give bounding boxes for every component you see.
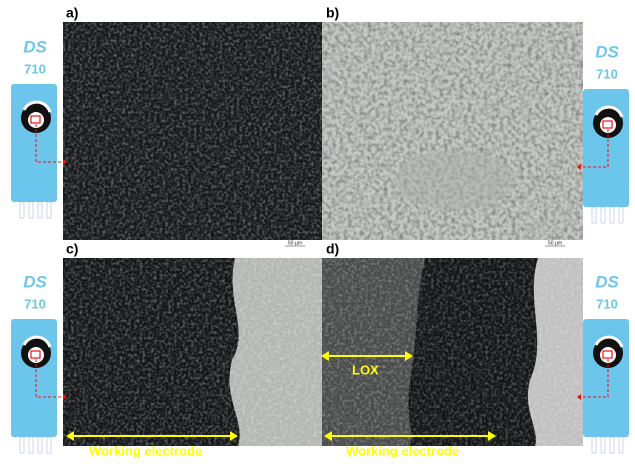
sensor-pin	[600, 436, 606, 454]
sensor-pin	[37, 201, 43, 219]
micrograph-d	[322, 258, 583, 446]
sensor-pin	[618, 206, 624, 224]
pointer-head	[63, 394, 67, 400]
pointer-head	[577, 394, 581, 400]
sensor-pin	[609, 436, 615, 454]
sensor-pin	[28, 201, 34, 219]
micrograph-b	[322, 22, 583, 240]
pointer-arrow	[581, 129, 609, 168]
panel-label: a)	[66, 5, 78, 21]
sensor-brand: DS	[595, 42, 619, 61]
electrode-arc	[22, 100, 52, 113]
region-marker	[30, 115, 41, 124]
sensor-pin	[618, 436, 624, 454]
pointer-arrow	[35, 359, 63, 398]
region-marker	[602, 350, 613, 359]
sensor: DS 710	[11, 37, 67, 219]
region-marker	[602, 120, 613, 129]
pointer-head	[63, 159, 67, 165]
sensor-model: 710	[24, 61, 46, 76]
panel-label: c)	[66, 241, 78, 257]
electrode-arc	[594, 335, 624, 348]
sensor-pin	[28, 436, 34, 454]
annotation: LOX	[352, 362, 379, 377]
sensor: DS 710	[11, 272, 67, 454]
scale-label: 50 µm	[288, 240, 302, 246]
pointer-arrow	[581, 359, 609, 398]
sensor-pin	[37, 436, 43, 454]
sensor-pin	[591, 206, 597, 224]
sensor-pin	[46, 436, 52, 454]
sensor-pin	[591, 436, 597, 454]
micrograph-a	[63, 22, 322, 240]
sensor: DS 710	[577, 272, 629, 454]
sensor-pin	[19, 201, 25, 219]
sensor-pin	[46, 201, 52, 219]
sensor-model: 710	[596, 296, 618, 311]
sensor-pin	[600, 206, 606, 224]
electrode-arc	[594, 105, 624, 118]
region-marker	[30, 350, 41, 359]
pointer-arrow	[35, 124, 63, 163]
sensor-pin	[609, 206, 615, 224]
micrograph-c	[63, 258, 322, 446]
sensor-brand: DS	[23, 272, 47, 291]
sensor-brand: DS	[595, 272, 619, 291]
electrode-arc	[22, 335, 52, 348]
sensor-model: 710	[596, 66, 618, 81]
sensor-brand: DS	[23, 37, 47, 56]
sensor: DS 710	[577, 42, 629, 224]
scale-label: 50 µm	[548, 240, 562, 246]
sensor-model: 710	[24, 296, 46, 311]
annotation: Working electrode	[89, 443, 202, 458]
pointer-head	[577, 164, 581, 170]
panel-label: b)	[326, 5, 339, 21]
panel-label: d)	[326, 241, 339, 257]
sensor-pin	[19, 436, 25, 454]
arrows	[66, 351, 496, 441]
annotation: Working electrode	[346, 443, 459, 458]
